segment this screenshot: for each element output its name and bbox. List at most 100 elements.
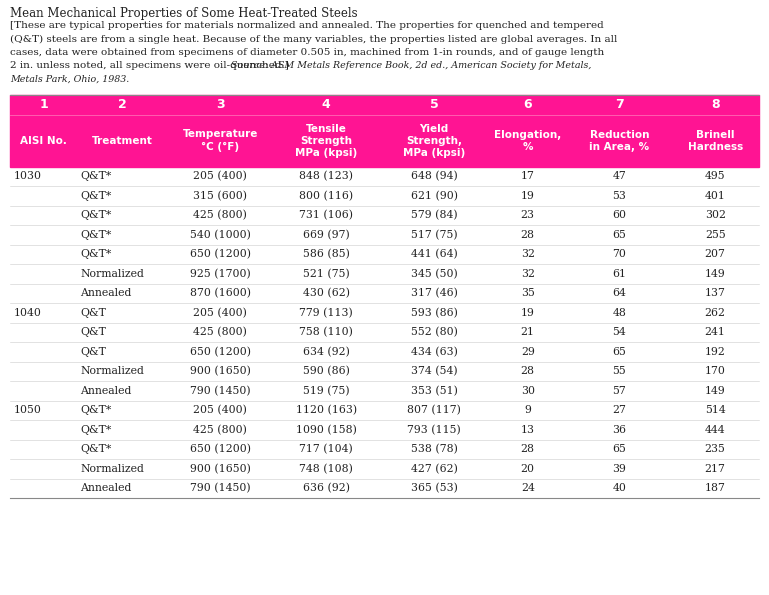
Text: 593 (86): 593 (86) — [411, 308, 458, 318]
Bar — [10, 303, 759, 322]
Text: 4: 4 — [321, 98, 331, 111]
Text: Normalized: Normalized — [80, 367, 145, 376]
Text: 900 (1650): 900 (1650) — [190, 366, 251, 377]
Text: 425 (800): 425 (800) — [193, 327, 247, 337]
Text: 205 (400): 205 (400) — [193, 171, 247, 181]
Text: 35: 35 — [521, 288, 534, 298]
Bar — [10, 381, 759, 400]
Text: [These are typical properties for materials normalized and annealed. The propert: [These are typical properties for materi… — [10, 21, 604, 30]
Text: 32: 32 — [521, 269, 534, 278]
Text: 57: 57 — [613, 386, 626, 396]
Text: 790 (1450): 790 (1450) — [190, 386, 251, 396]
Text: 669 (97): 669 (97) — [303, 230, 349, 240]
Text: 717 (104): 717 (104) — [299, 444, 353, 455]
Text: 13: 13 — [521, 425, 534, 435]
Text: 900 (1650): 900 (1650) — [190, 464, 251, 474]
Text: 425 (800): 425 (800) — [193, 210, 247, 220]
Text: Source: ASM Metals Reference Book, 2d ed., American Society for Metals,: Source: ASM Metals Reference Book, 2d ed… — [225, 61, 591, 70]
Text: Q&T*: Q&T* — [80, 171, 112, 181]
Text: Treatment: Treatment — [92, 136, 153, 146]
Text: 1030: 1030 — [14, 171, 42, 181]
Text: Q&T*: Q&T* — [80, 444, 112, 454]
Text: 1050: 1050 — [14, 405, 42, 415]
Text: AISI No.: AISI No. — [20, 136, 67, 146]
Text: 23: 23 — [521, 210, 534, 220]
Text: 20: 20 — [521, 464, 534, 474]
Text: 8: 8 — [711, 98, 720, 111]
Text: 2 in. unless noted, all specimens were oil-quenched.]: 2 in. unless noted, all specimens were o… — [10, 61, 289, 70]
Text: 441 (64): 441 (64) — [411, 249, 458, 259]
Text: (Q&T) steels are from a single heat. Because of the many variables, the properti: (Q&T) steels are from a single heat. Bec… — [10, 35, 618, 43]
Bar — [10, 322, 759, 342]
Text: 870 (1600): 870 (1600) — [190, 288, 251, 299]
Text: 47: 47 — [613, 171, 626, 181]
Bar — [10, 362, 759, 381]
Text: 24: 24 — [521, 483, 534, 493]
Text: 540 (1000): 540 (1000) — [190, 230, 251, 240]
Text: 793 (115): 793 (115) — [407, 425, 461, 435]
Text: 1: 1 — [39, 98, 48, 111]
Text: 848 (123): 848 (123) — [299, 171, 353, 181]
Text: 2: 2 — [118, 98, 127, 111]
Text: 650 (1200): 650 (1200) — [190, 444, 251, 455]
Text: 235: 235 — [704, 444, 726, 454]
Bar — [10, 205, 759, 225]
Text: 521 (75): 521 (75) — [303, 268, 349, 279]
Text: 61: 61 — [612, 269, 627, 278]
Bar — [10, 440, 759, 459]
Text: 495: 495 — [705, 171, 725, 181]
Text: 149: 149 — [705, 386, 726, 396]
Text: 205 (400): 205 (400) — [193, 405, 247, 415]
Text: 30: 30 — [521, 386, 534, 396]
Text: 636 (92): 636 (92) — [302, 483, 350, 493]
Text: 1040: 1040 — [14, 308, 42, 318]
Text: 807 (117): 807 (117) — [407, 405, 461, 415]
Text: 5: 5 — [430, 98, 438, 111]
Text: 28: 28 — [521, 367, 534, 376]
Bar — [10, 400, 759, 420]
Text: 70: 70 — [612, 249, 627, 259]
Text: 648 (94): 648 (94) — [411, 171, 458, 181]
Text: Annealed: Annealed — [80, 386, 131, 396]
Text: 1120 (163): 1120 (163) — [295, 405, 357, 415]
Bar — [10, 186, 759, 205]
Text: 353 (51): 353 (51) — [411, 386, 458, 396]
Text: 514: 514 — [705, 405, 726, 415]
Text: 365 (53): 365 (53) — [411, 483, 458, 493]
Text: 149: 149 — [705, 269, 726, 278]
Bar — [10, 95, 759, 167]
Text: 731 (106): 731 (106) — [299, 210, 353, 220]
Text: 53: 53 — [612, 191, 627, 201]
Text: 779 (113): 779 (113) — [299, 308, 353, 318]
Text: Yield
Strength,
MPa (kpsi): Yield Strength, MPa (kpsi) — [403, 124, 465, 158]
Text: Temperature
°C (°F): Temperature °C (°F) — [182, 130, 258, 152]
Bar — [10, 459, 759, 478]
Text: 3: 3 — [216, 98, 225, 111]
Text: Elongation,
%: Elongation, % — [494, 130, 561, 152]
Text: 650 (1200): 650 (1200) — [190, 249, 251, 259]
Bar — [10, 420, 759, 440]
Text: 345 (50): 345 (50) — [411, 268, 458, 279]
Text: 634 (92): 634 (92) — [303, 347, 350, 357]
Text: Tensile
Strength
MPa (kpsi): Tensile Strength MPa (kpsi) — [295, 124, 357, 158]
Text: 517 (75): 517 (75) — [411, 230, 458, 240]
Text: 800 (116): 800 (116) — [299, 190, 353, 201]
Text: 758 (110): 758 (110) — [299, 327, 353, 337]
Text: 21: 21 — [521, 327, 534, 337]
Text: 205 (400): 205 (400) — [193, 308, 247, 318]
Bar — [10, 283, 759, 303]
Text: 538 (78): 538 (78) — [411, 444, 458, 455]
Text: 650 (1200): 650 (1200) — [190, 347, 251, 357]
Text: Metals Park, Ohio, 1983.: Metals Park, Ohio, 1983. — [10, 75, 129, 84]
Text: 19: 19 — [521, 191, 534, 201]
Text: Q&T*: Q&T* — [80, 405, 112, 415]
Text: 32: 32 — [521, 249, 534, 259]
Text: 519 (75): 519 (75) — [303, 386, 349, 396]
Text: 217: 217 — [704, 464, 726, 474]
Text: 427 (62): 427 (62) — [411, 464, 458, 474]
Text: 39: 39 — [612, 464, 627, 474]
Text: 48: 48 — [612, 308, 627, 318]
Text: Reduction
in Area, %: Reduction in Area, % — [589, 130, 650, 152]
Text: 28: 28 — [521, 230, 534, 240]
Text: 241: 241 — [704, 327, 726, 337]
